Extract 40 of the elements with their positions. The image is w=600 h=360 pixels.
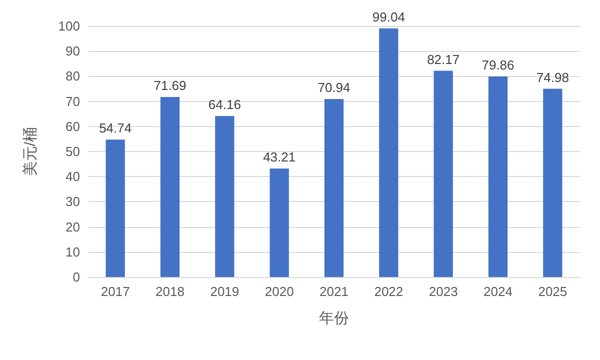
x-tick-label: 2019 xyxy=(210,284,240,299)
y-tick-label: 60 xyxy=(66,118,80,134)
data-label: 64.16 xyxy=(208,96,241,112)
y-tick-label: 30 xyxy=(66,194,80,210)
y-axis-title: 美元/桶 xyxy=(22,126,39,176)
x-tick-label: 2023 xyxy=(428,284,458,299)
bar xyxy=(106,140,125,277)
bar xyxy=(488,76,508,277)
y-tick-label: 40 xyxy=(66,169,80,184)
y-tick-label: 50 xyxy=(66,144,80,159)
x-tick-label: 2018 xyxy=(156,284,184,299)
y-tick-label: 10 xyxy=(66,244,80,260)
y-tick-label: 90 xyxy=(66,44,80,59)
x-tick-label: 2017 xyxy=(100,284,130,299)
bar xyxy=(160,97,180,277)
data-label: 71.69 xyxy=(154,78,186,94)
bar xyxy=(270,168,289,277)
bar xyxy=(543,88,562,277)
y-tick-label: 0 xyxy=(72,270,80,284)
data-label: 82.17 xyxy=(427,52,460,67)
x-tick-label: 2020 xyxy=(264,284,294,299)
data-label: 74.98 xyxy=(536,70,569,85)
y-tick-label: 70 xyxy=(66,94,80,109)
y-tick-label: 20 xyxy=(66,219,80,234)
x-tick-label: 2021 xyxy=(320,284,348,299)
bar xyxy=(215,116,234,277)
x-tick-label: 2024 xyxy=(484,284,512,299)
x-tick-label: 2022 xyxy=(374,284,404,299)
bar xyxy=(379,28,398,277)
data-label: 70.94 xyxy=(318,80,350,95)
x-tick-label: 2025 xyxy=(538,284,568,299)
bar xyxy=(434,70,453,277)
x-axis-title: 年份 xyxy=(319,310,349,327)
data-label: 54.74 xyxy=(99,120,132,136)
y-tick-label: 80 xyxy=(66,68,80,84)
data-label: 43.21 xyxy=(263,150,296,165)
data-label: 99.04 xyxy=(372,9,405,24)
data-label: 79.86 xyxy=(482,58,514,73)
bar xyxy=(324,98,344,277)
y-tick-label: 100 xyxy=(58,18,80,34)
